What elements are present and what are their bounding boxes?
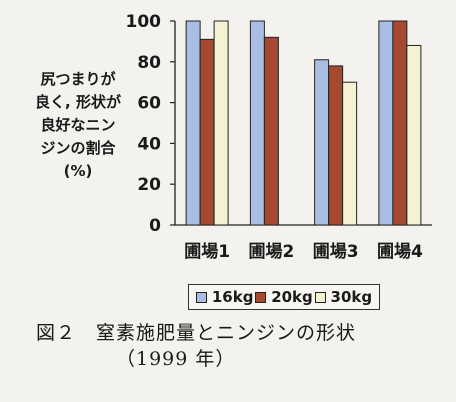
legend-item-16kg: 16kg	[195, 288, 254, 306]
y-tick-label: 100	[126, 12, 162, 32]
x-tick-label: 圃場2	[248, 242, 294, 262]
bar-30kg-4	[406, 44, 422, 226]
legend-item-30kg: 30kg	[314, 288, 373, 306]
bar-20kg-4	[392, 20, 408, 226]
bar-16kg-3	[314, 59, 330, 226]
legend: 16kg 20kg 30kg	[188, 284, 380, 310]
bar-30kg-1	[213, 20, 229, 226]
legend-swatch-16kg	[195, 291, 207, 303]
y-axis-label-line-1: 尻つまりが	[40, 70, 116, 88]
y-axis-label-line-5: (%)	[63, 162, 93, 180]
bar-20kg-2	[263, 36, 279, 226]
figure-caption-year: （1999 年）	[116, 348, 236, 370]
legend-item-20kg: 20kg	[255, 288, 313, 306]
bar-16kg-2	[249, 20, 265, 226]
x-tick-label: 圃場3	[313, 242, 359, 262]
y-axis-label-line-4: ジンの割合	[40, 139, 116, 157]
figure-caption: 図２ 窒素施肥量とニンジンの形状 （1999 年）	[36, 320, 446, 372]
y-tick-label: 40	[137, 134, 161, 154]
figure-caption-title: 図２ 窒素施肥量とニンジンの形状	[36, 322, 357, 344]
bar-20kg-3	[328, 65, 344, 226]
y-tick-label: 80	[137, 53, 161, 73]
y-tick-label: 20	[137, 175, 161, 195]
bar-16kg-4	[378, 20, 394, 226]
y-tick-label: 60	[137, 94, 161, 114]
x-tick-label: 圃場1	[184, 242, 230, 262]
legend-label-30kg: 30kg	[330, 288, 373, 306]
bar-20kg-1	[199, 38, 215, 226]
y-axis-label-line-3: 良好なニン	[40, 116, 116, 134]
legend-swatch-20kg	[255, 291, 267, 303]
x-tick-label: 圃場4	[377, 242, 423, 262]
legend-swatch-30kg	[314, 291, 326, 303]
y-axis-label: 尻つまりが 良く, 形状が 良好なニン ジンの割合 (%)	[30, 68, 126, 183]
bar-16kg-1	[185, 20, 201, 226]
y-axis-label-line-2: 良く, 形状が	[35, 93, 121, 111]
legend-label-16kg: 16kg	[211, 288, 254, 306]
legend-label-20kg: 20kg	[271, 288, 313, 306]
y-tick-label: 0	[149, 216, 161, 236]
bar-30kg-3	[342, 81, 358, 226]
